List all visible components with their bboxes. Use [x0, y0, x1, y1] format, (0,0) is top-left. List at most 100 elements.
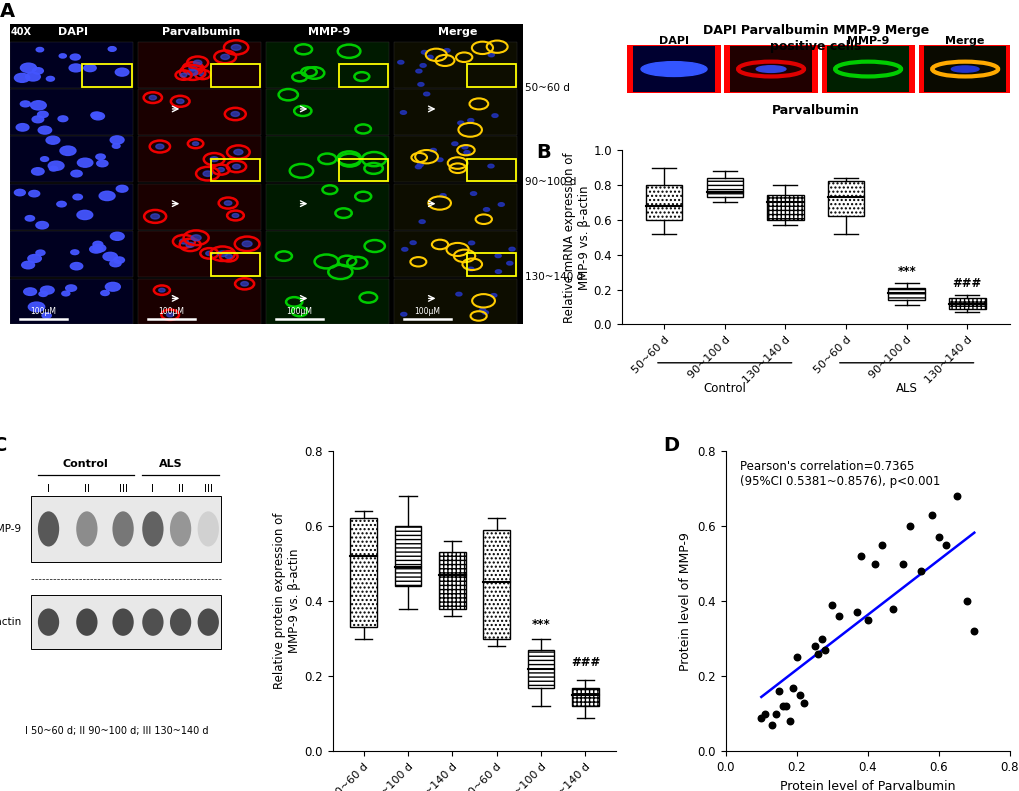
Bar	[438, 552, 465, 608]
Circle shape	[187, 70, 198, 75]
Circle shape	[29, 191, 40, 197]
Bar	[139, 89, 261, 135]
Circle shape	[240, 282, 249, 286]
Bar	[730, 47, 811, 92]
Circle shape	[462, 146, 468, 149]
X-axis label: Protein level of Parvalbumin: Protein level of Parvalbumin	[780, 780, 955, 791]
Circle shape	[159, 288, 165, 292]
Point	[848, 606, 864, 619]
Text: Control: Control	[63, 459, 109, 469]
Point	[816, 644, 833, 657]
Bar	[266, 137, 389, 183]
Point	[763, 719, 780, 732]
Point	[752, 711, 768, 724]
Circle shape	[495, 270, 501, 274]
Bar	[10, 137, 133, 183]
Circle shape	[221, 55, 229, 59]
Bar	[139, 137, 261, 183]
Bar	[820, 45, 914, 93]
Y-axis label: Protein level of MMP-9: Protein level of MMP-9	[679, 532, 691, 671]
Text: ALS: ALS	[0, 201, 7, 211]
Circle shape	[468, 119, 474, 122]
Bar	[338, 64, 387, 87]
Circle shape	[96, 154, 105, 160]
Bar	[467, 253, 516, 276]
Circle shape	[225, 254, 232, 259]
Text: ###: ###	[952, 278, 981, 290]
Circle shape	[180, 74, 186, 77]
Point	[965, 625, 981, 638]
Circle shape	[70, 170, 83, 177]
Circle shape	[23, 288, 37, 295]
Bar	[139, 184, 261, 229]
Bar	[483, 530, 510, 638]
Bar	[706, 178, 742, 197]
Text: C: C	[0, 436, 7, 455]
Circle shape	[482, 311, 488, 314]
Circle shape	[420, 63, 426, 67]
Circle shape	[112, 144, 120, 148]
Circle shape	[233, 149, 243, 155]
Text: I: I	[47, 484, 50, 494]
Text: ***: ***	[897, 265, 915, 278]
Circle shape	[14, 189, 25, 195]
Text: Control: Control	[0, 248, 7, 259]
Circle shape	[506, 262, 513, 265]
Circle shape	[640, 62, 706, 77]
Circle shape	[497, 202, 503, 206]
Circle shape	[101, 290, 109, 296]
Bar	[210, 253, 260, 276]
Circle shape	[156, 144, 164, 149]
Bar	[32, 496, 221, 562]
Circle shape	[951, 66, 978, 72]
Point	[756, 707, 772, 720]
Text: II: II	[84, 484, 90, 494]
Point	[766, 707, 783, 720]
Bar	[826, 47, 908, 92]
Bar	[394, 184, 517, 229]
Circle shape	[430, 149, 436, 152]
Circle shape	[62, 291, 69, 296]
Point	[781, 715, 797, 728]
Circle shape	[439, 194, 445, 197]
Point	[809, 647, 825, 660]
Circle shape	[48, 161, 64, 170]
Circle shape	[20, 63, 37, 73]
Circle shape	[31, 100, 46, 110]
Circle shape	[400, 312, 407, 316]
Circle shape	[41, 157, 49, 161]
Text: MMP-9: MMP-9	[308, 27, 350, 37]
Bar	[627, 45, 719, 93]
Bar	[350, 518, 376, 627]
Point	[873, 539, 890, 551]
Circle shape	[16, 123, 29, 131]
Text: 90~100 d: 90~100 d	[525, 177, 576, 187]
Bar	[10, 231, 133, 277]
Circle shape	[14, 74, 30, 82]
Circle shape	[436, 158, 442, 161]
Bar	[527, 650, 554, 687]
Circle shape	[99, 191, 115, 201]
Point	[958, 595, 974, 607]
Point	[773, 700, 790, 713]
Circle shape	[116, 185, 127, 192]
Ellipse shape	[198, 511, 219, 547]
Circle shape	[755, 66, 786, 73]
Circle shape	[185, 242, 195, 248]
Circle shape	[179, 239, 189, 244]
Ellipse shape	[38, 511, 59, 547]
Bar	[394, 278, 517, 324]
Bar	[923, 47, 1005, 92]
Circle shape	[397, 60, 404, 64]
Circle shape	[217, 168, 224, 172]
Text: Parvalbumin: Parvalbumin	[162, 27, 239, 37]
Bar	[10, 89, 133, 135]
Circle shape	[76, 210, 93, 220]
Ellipse shape	[112, 511, 133, 547]
Point	[813, 632, 829, 645]
Bar	[394, 42, 517, 88]
Point	[866, 557, 882, 570]
Bar	[394, 137, 517, 183]
Circle shape	[33, 68, 43, 74]
Bar	[266, 42, 389, 88]
